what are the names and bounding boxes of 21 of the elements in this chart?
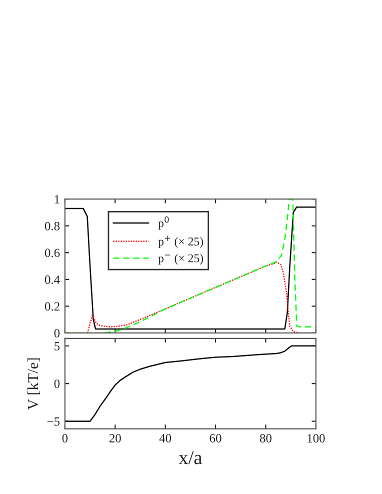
legend-label: p$^{+}$ (× 25) [158,236,204,248]
legend-label: p$^{−}$ (× 25) [158,254,204,265]
y-tick-label: 5 [54,342,60,350]
legend-label: p$^{0}$ [158,216,169,230]
line-series [64,345,316,422]
x-tick-label: 20 [109,434,121,442]
y-tick-label: −5 [47,417,60,426]
x-tick-label: 40 [159,434,172,442]
y-tick-label: 0.8 [44,222,60,230]
x-tick-label: 0 [62,434,68,442]
y-tick-label: 1 [54,195,60,204]
y-tick-label: 0.4 [44,275,60,284]
y-tick-label: 0 [54,328,60,338]
x-axis-title: x/a [178,451,202,464]
y-tick-label: 0.2 [44,302,60,311]
x-tick-label: 60 [210,434,222,442]
y-tick-label: 0.6 [44,248,60,258]
y-axis-title: V [kT/e] [27,358,40,410]
y-tick-label: 0 [54,380,60,388]
x-tick-label: 100 [308,434,325,442]
x-tick-label: 80 [260,434,272,442]
